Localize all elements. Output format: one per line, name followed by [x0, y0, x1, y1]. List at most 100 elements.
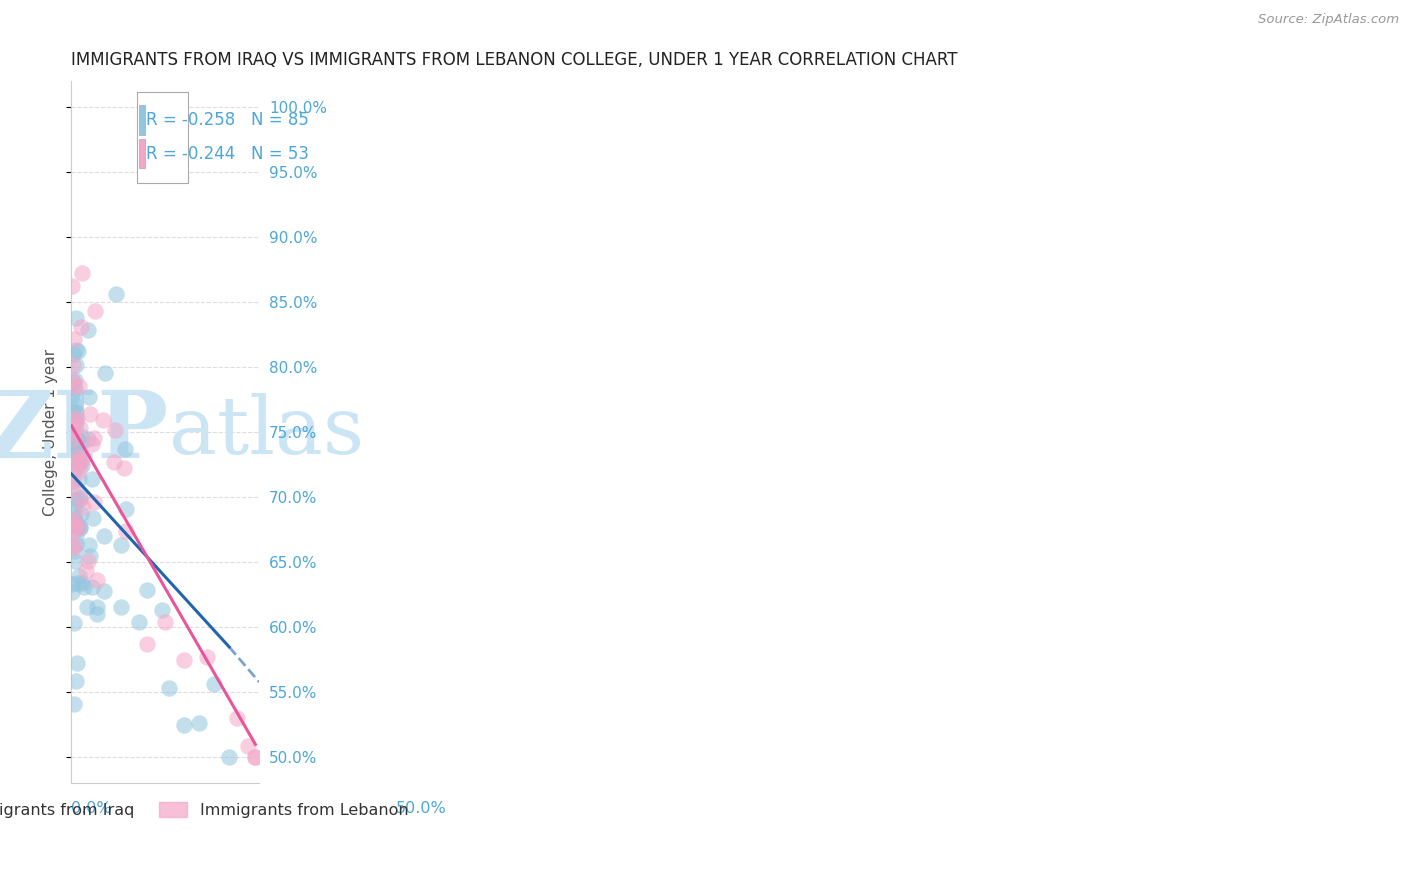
Point [62, 358, 84, 372]
Point [63, 383, 86, 397]
Point [66, 344, 89, 359]
Text: atlas: atlas [169, 393, 364, 471]
Point [69, 436, 91, 450]
Point [86, 607, 108, 621]
Point [63, 514, 86, 528]
Point [65, 528, 87, 542]
Legend: Immigrants from Iraq, Immigrants from Lebanon: Immigrants from Iraq, Immigrants from Le… [0, 796, 415, 824]
Point [103, 455, 125, 469]
Point [173, 718, 195, 732]
Text: R = -0.244   N = 53: R = -0.244 N = 53 [146, 145, 309, 162]
Point [115, 501, 138, 516]
Point [60, 415, 83, 429]
Point [70, 508, 93, 522]
Point [66, 516, 89, 530]
Point [65, 432, 87, 446]
Point [218, 750, 240, 764]
Text: 0.0%: 0.0% [72, 801, 112, 816]
Point [66, 520, 89, 534]
Point [105, 286, 128, 301]
Point [86, 573, 108, 587]
Point [63, 540, 86, 554]
Point [65, 440, 87, 454]
Point [66, 450, 89, 464]
Point [60, 278, 83, 293]
Text: IMMIGRANTS FROM IRAQ VS IMMIGRANTS FROM LEBANON COLLEGE, UNDER 1 YEAR CORRELATIO: IMMIGRANTS FROM IRAQ VS IMMIGRANTS FROM … [72, 51, 957, 69]
Point [112, 460, 135, 475]
Point [65, 405, 87, 419]
Point [60, 516, 83, 530]
Point [62, 347, 84, 361]
Point [65, 543, 87, 558]
Point [83, 431, 105, 445]
Point [79, 549, 101, 564]
Point [60, 577, 83, 591]
Point [72, 500, 94, 515]
Text: R = -0.258   N = 85: R = -0.258 N = 85 [146, 111, 309, 129]
Point [62, 501, 84, 516]
Point [69, 456, 91, 470]
Point [69, 521, 91, 535]
Point [76, 432, 98, 446]
Point [188, 716, 211, 731]
Point [245, 750, 267, 764]
Point [65, 343, 87, 357]
Point [75, 564, 97, 578]
Point [60, 429, 83, 443]
Text: 50.0%: 50.0% [396, 801, 447, 816]
Point [72, 450, 94, 465]
Point [70, 575, 93, 590]
Point [66, 576, 89, 591]
Point [62, 446, 84, 460]
Point [195, 649, 218, 664]
Point [62, 379, 84, 393]
Point [66, 522, 89, 536]
Point [72, 458, 94, 472]
Point [76, 599, 98, 614]
Point [70, 320, 93, 334]
Point [62, 697, 84, 711]
Point [65, 431, 87, 445]
Point [69, 520, 91, 534]
Point [69, 491, 91, 506]
Point [69, 491, 91, 505]
Text: Source: ZipAtlas.com: Source: ZipAtlas.com [1258, 13, 1399, 27]
Point [60, 389, 83, 403]
Point [60, 413, 83, 427]
Point [66, 454, 89, 468]
Point [80, 437, 103, 451]
Point [67, 568, 90, 582]
Point [60, 373, 83, 387]
Point [63, 398, 86, 412]
Point [69, 429, 91, 443]
Point [67, 378, 90, 392]
Point [66, 519, 89, 533]
Point [83, 495, 105, 509]
FancyBboxPatch shape [138, 92, 188, 183]
Point [225, 711, 247, 725]
Point [66, 411, 89, 425]
Point [67, 456, 90, 470]
Point [67, 493, 90, 508]
Point [157, 681, 180, 695]
Point [65, 481, 87, 495]
Point [110, 538, 132, 552]
Point [84, 303, 107, 318]
Point [67, 464, 90, 478]
Bar [139, 139, 145, 169]
Point [76, 323, 98, 337]
Point [65, 358, 87, 372]
Point [82, 510, 104, 524]
Point [93, 413, 115, 427]
Point [63, 373, 86, 387]
Point [63, 438, 86, 452]
Point [72, 267, 94, 281]
Point [62, 404, 84, 418]
Y-axis label: College, Under 1 year: College, Under 1 year [44, 349, 58, 516]
Point [60, 526, 83, 541]
Point [82, 580, 104, 594]
Point [114, 442, 136, 456]
Point [150, 603, 173, 617]
Point [63, 493, 86, 508]
Point [135, 637, 157, 651]
